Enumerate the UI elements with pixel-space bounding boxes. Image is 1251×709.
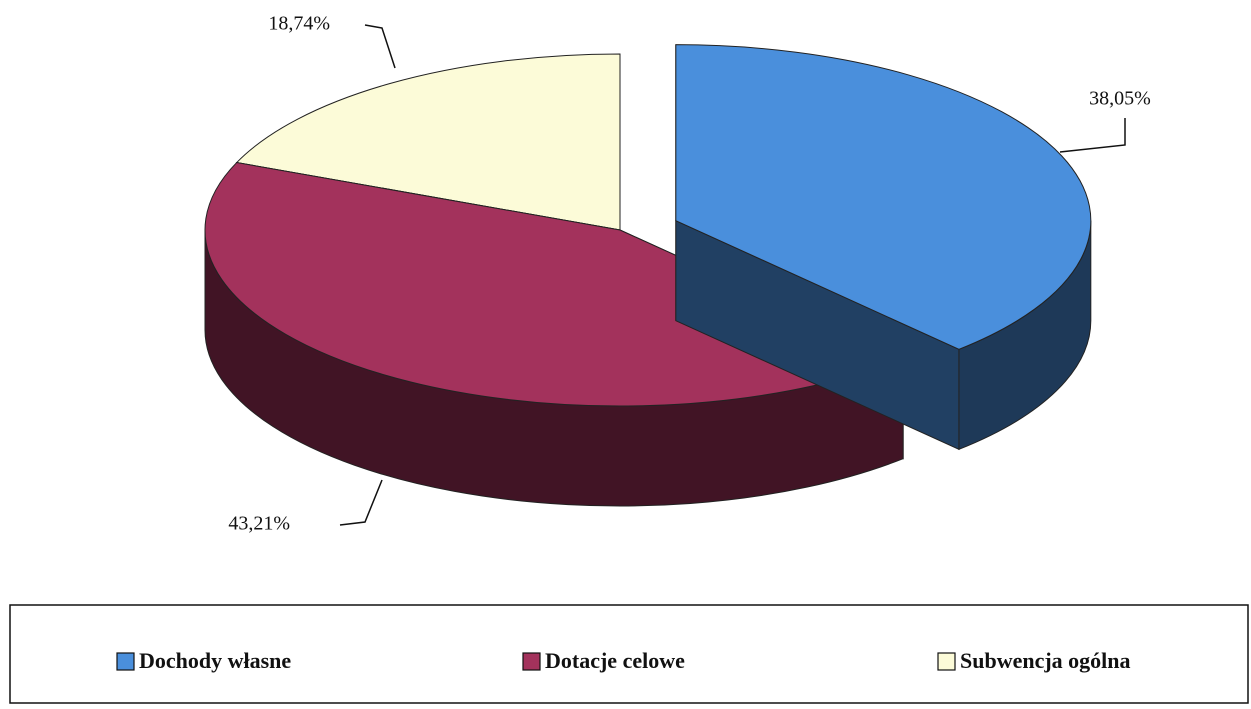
data-label: 38,05% [1089,88,1151,110]
pie-slice [235,53,621,231]
leader-line [1059,118,1126,153]
legend-label: Subwencja ogólna [960,648,1131,673]
legend-label: Dochody własne [139,648,291,673]
legend-box [9,604,1249,704]
legend-swatch [116,652,135,671]
data-label: 43,21% [228,513,290,535]
legend-swatch [522,652,541,671]
legend-label: Dotacje celowe [545,648,685,673]
leader-line [339,479,383,526]
leader-line [364,24,396,69]
pie-slice [675,44,1092,350]
data-label: 18,74% [268,13,330,35]
legend-swatch [937,652,956,671]
